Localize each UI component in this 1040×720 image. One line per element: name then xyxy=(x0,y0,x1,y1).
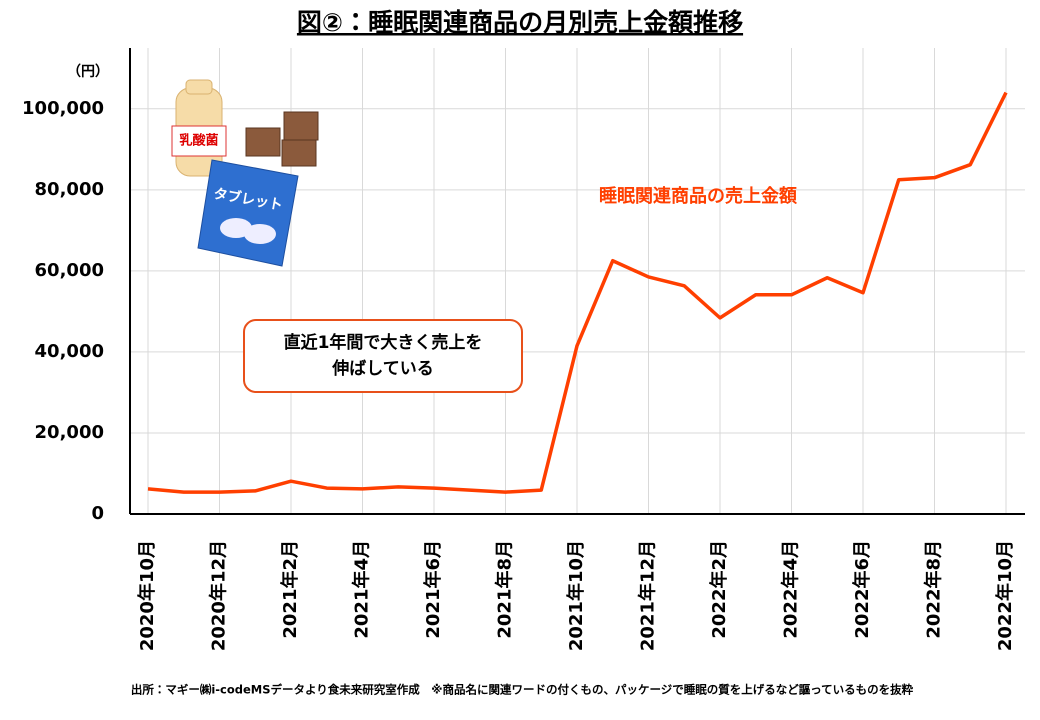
bottle-cap xyxy=(185,79,213,95)
source-note: 出所：マギー㈱i-codeMSデータより食未来研究室作成 ※商品名に関連ワードの… xyxy=(131,683,914,697)
x-tick-label: 2021年10月 xyxy=(565,540,587,651)
x-tick-label: 2021年2月 xyxy=(279,540,301,639)
cube xyxy=(245,127,281,157)
bag xyxy=(197,159,299,267)
y-tick-label: 40,000 xyxy=(35,341,104,362)
illustration: 乳酸菌 タブレット xyxy=(171,79,319,267)
y-tick-label: 60,000 xyxy=(35,260,104,281)
x-tick-label: 2022年8月 xyxy=(923,540,945,639)
x-tick-label: 2021年4月 xyxy=(351,540,373,639)
annotation-frame xyxy=(243,319,523,393)
y-tick-label: 80,000 xyxy=(35,179,104,200)
x-tick-label: 2022年4月 xyxy=(780,540,802,639)
tablet xyxy=(220,218,252,238)
bottle-label xyxy=(171,125,227,157)
x-tick-label: 2022年6月 xyxy=(851,540,873,639)
chart-title: 図②：睡眠関連商品の月別売上金額推移 xyxy=(297,8,743,37)
data-line xyxy=(147,91,1008,494)
annotation-box: 直近1年間で大きく売上を 伸ばしている xyxy=(243,319,523,393)
series-label: 睡眠関連商品の売上金額 xyxy=(599,185,798,207)
y-unit: （円） xyxy=(67,64,109,80)
cube xyxy=(283,111,319,141)
x-tick-label: 2022年10月 xyxy=(994,540,1016,651)
x-tick-label: 2021年12月 xyxy=(637,540,659,651)
x-tick-label: 2021年8月 xyxy=(494,540,516,639)
annotation-text: 伸ばしている xyxy=(331,358,434,379)
y-tick-label: 0 xyxy=(91,503,104,524)
annotation-text: 直近1年間で大きく売上を xyxy=(284,332,483,353)
cube xyxy=(281,139,317,167)
y-tick-label: 100,000 xyxy=(22,98,104,119)
y-tick-label: 20,000 xyxy=(35,422,104,443)
x-tick-label: 2020年10月 xyxy=(136,540,158,651)
bottle-text: 乳酸菌 xyxy=(179,133,218,149)
x-tick-label: 2020年12月 xyxy=(208,540,230,651)
x-tick-label: 2021年6月 xyxy=(422,540,444,639)
grid xyxy=(130,48,1025,514)
tablet xyxy=(244,224,276,244)
x-tick-label: 2022年2月 xyxy=(708,540,730,639)
